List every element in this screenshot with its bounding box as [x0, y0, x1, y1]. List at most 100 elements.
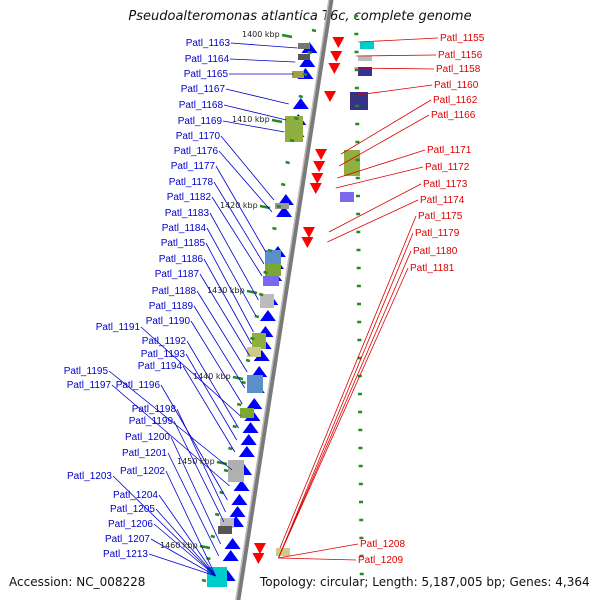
accession-text: Accession: NC_008228 [9, 575, 146, 589]
leader-line [199, 273, 251, 357]
leader-line [170, 436, 221, 545]
forward-cog-block [228, 460, 244, 482]
leader-line [337, 149, 426, 179]
forward-gene-label: Patl_1203 [67, 471, 112, 482]
reverse-gene-label: Patl_1162 [433, 95, 478, 106]
leader-line [354, 67, 435, 70]
scale-tick [271, 118, 283, 124]
leader-line [206, 227, 257, 317]
leader-line [190, 320, 243, 405]
forward-gene-arrow [251, 366, 268, 377]
forward-gene-label: Patl_1194 [138, 361, 183, 372]
leader-line [209, 212, 259, 301]
leader-line [358, 37, 439, 43]
tick-mark [276, 204, 282, 209]
scale-label: 1420 kbp [220, 201, 258, 210]
reverse-gene-arrow [252, 553, 265, 564]
forward-gene-label: Patl_1204 [113, 490, 158, 501]
forward-gene-label: Patl_1190 [146, 316, 191, 327]
forward-cog-block [240, 408, 254, 418]
reverse-gene-label: Patl_1158 [436, 64, 481, 75]
forward-cog-block [263, 276, 279, 286]
leader-line [328, 183, 422, 233]
leader-line [167, 452, 220, 557]
forward-gene-label: Patl_1176 [174, 146, 219, 157]
forward-gene-arrow [276, 206, 293, 217]
leader-line [340, 99, 432, 155]
tick-mark [232, 424, 238, 429]
forward-cog-block [247, 347, 261, 357]
tick-mark [267, 248, 273, 253]
reverse-cog-block [344, 150, 360, 176]
scale-tick [216, 460, 228, 466]
reverse-gene-arrow [253, 543, 266, 554]
leader-line [349, 84, 433, 97]
forward-gene-label: Patl_1191 [96, 322, 141, 333]
reverse-gene-arrow [301, 237, 314, 248]
forward-cog-block [298, 43, 310, 49]
forward-gene-label: Patl_1165 [184, 69, 229, 80]
reverse-cog-block [358, 67, 372, 76]
forward-gene-label: Patl_1207 [105, 534, 150, 545]
reverse-gene-arrow [315, 149, 328, 160]
scale-label: 1460 kbp [160, 541, 198, 550]
forward-gene-label: Patl_1195 [64, 366, 109, 377]
forward-cog-block [247, 375, 263, 393]
leader-line [193, 305, 246, 389]
leader-line [335, 166, 424, 189]
genome-backbone [235, 0, 334, 600]
forward-gene-label: Patl_1192 [142, 336, 187, 347]
forward-gene-label: Patl_1163 [186, 38, 231, 49]
forward-gene-arrow [242, 422, 259, 433]
leader-line [279, 215, 417, 549]
leader-line [278, 267, 409, 559]
tick-mark [263, 270, 268, 275]
reverse-gene-label: Patl_1173 [423, 179, 468, 190]
reverse-gene-label: Patl_1156 [438, 50, 483, 61]
forward-cog-block [265, 250, 281, 264]
reverse-cog-block [360, 42, 374, 49]
leader-line [278, 232, 414, 559]
leader-line [278, 543, 359, 559]
leader-line [185, 353, 238, 441]
tick-mark [214, 512, 220, 517]
leader-line [155, 508, 216, 577]
leader-line [196, 290, 248, 373]
forward-gene-label: Patl_1186 [159, 254, 204, 265]
tick-mark [311, 28, 317, 33]
reverse-cog-block [358, 56, 372, 61]
leader-line [140, 326, 241, 417]
scale-tick [281, 33, 293, 39]
forward-gene-label: Patl_1197 [67, 380, 112, 391]
leader-line [230, 42, 298, 49]
tick-mark [285, 160, 290, 165]
scale-label: 1410 kbp [232, 115, 270, 124]
forward-cog-block [292, 71, 304, 78]
leader-line [211, 196, 263, 277]
leader-line [229, 58, 296, 63]
genome-backbone-highlight [235, 0, 330, 600]
forward-gene-arrow [292, 98, 309, 109]
genome-title: Pseudoalteromonas atlantica T6c, complet… [128, 9, 472, 24]
forward-gene-arrow [277, 194, 294, 205]
forward-cog-block [298, 54, 310, 60]
reverse-gene-label: Patl_1171 [427, 145, 472, 156]
leader-line [278, 250, 412, 559]
topology-text: Topology: circular; Length: 5,187,005 bp… [260, 575, 590, 589]
forward-cog-block [260, 294, 274, 308]
leader-line [165, 470, 216, 577]
forward-gene-label: Patl_1200 [125, 432, 170, 443]
scale-label: 1440 kbp [193, 372, 231, 381]
scale-tick [246, 289, 258, 295]
reverse-gene-label: Patl_1155 [440, 33, 485, 44]
forward-gene-label: Patl_1213 [103, 549, 148, 560]
leader-line [160, 384, 228, 501]
reverse-gene-label: Patl_1208 [360, 539, 405, 550]
forward-gene-label: Patl_1198 [132, 404, 177, 415]
reverse-gene-label: Patl_1166 [431, 110, 476, 121]
forward-gene-arrow [246, 398, 263, 409]
tick-mark [210, 534, 216, 539]
leader-line [153, 523, 216, 577]
tick-mark [223, 468, 229, 473]
forward-gene-arrow [253, 350, 270, 361]
